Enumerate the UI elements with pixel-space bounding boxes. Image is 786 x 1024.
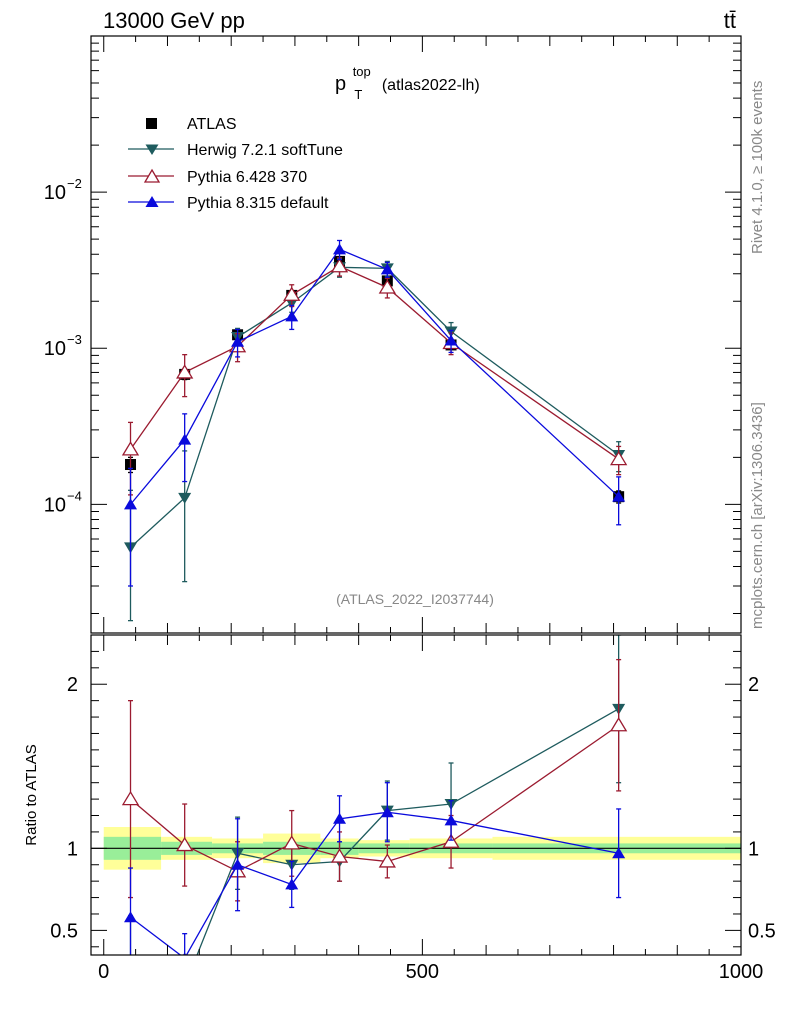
legend-entry-atlas: ATLAS [146,116,237,133]
series-line-ratio-0 [196,708,619,955]
title-suffix: (atlas2022-lh) [382,77,480,94]
series-2-error-main-1 [182,413,188,483]
series-1-point-main-0 [121,441,140,456]
series-2-error-ratio-1 [182,933,188,955]
series-2-error-main-0 [128,467,134,587]
series-0-error-ratio-1 [182,966,187,1005]
y-tick-label-main-1: 10 [44,338,66,360]
y-tick-label-ratio-left-0: 2 [67,674,78,696]
series-0-point-ratio-0 [124,960,137,971]
process-label: tt̄ [724,8,736,33]
y-tick-label-ratio-right-0: 2 [748,674,759,696]
series-2-point-ratio-4 [333,812,347,824]
series-2-point-main-7 [612,490,626,502]
legend-entry-pythia8: Pythia 8.315 default [128,195,329,212]
main-frame [90,35,742,634]
y-tick-exponent-main-1: −3 [67,332,82,347]
series-1-point-ratio-6 [442,833,460,848]
y-tick-label-main-0: 10 [44,182,66,204]
series-2-point-main-2 [231,335,245,347]
series-2-point-ratio-6 [444,814,458,826]
series-1-point-ratio-4 [330,848,349,863]
title-subscript: T [354,87,362,102]
series-2-point-ratio-1 [183,952,187,955]
series-1-point-ratio-0 [121,790,140,806]
legend-marker-triangle-down [145,144,159,155]
series-1-point-ratio-3 [283,835,301,850]
series-line-main-1 [129,265,620,460]
legend-entry-herwig: Herwig 7.2.1 softTune [128,142,343,159]
energy-label: 13000 GeV pp [103,8,245,33]
legend-entry-pythia6: Pythia 6.428 370 [128,168,307,186]
analysis-watermark: (ATLAS_2022_I2037744) [336,591,494,607]
series-2-point-ratio-5 [380,806,394,818]
title-superscript: top [353,64,371,79]
series-1-point-main-5 [378,279,396,294]
legend-label-atlas: ATLAS [187,116,237,133]
ratio-plot-area [121,635,628,1005]
series-2-point-main-4 [333,243,347,255]
series-0-point-ratio-1 [178,981,191,992]
y-tick-exponent-main-0: −2 [67,176,82,191]
y-tick-label-ratio-right-1: 1 [748,838,759,860]
y-tick-label-ratio-left-2: 0.5 [50,920,78,942]
series-2-point-ratio-3 [285,878,299,890]
legend-label-pythia8: Pythia 8.315 default [187,195,329,212]
x-tick-label-1000: 1000 [719,961,764,983]
y-tick-exponent-main-2: −4 [67,488,82,503]
series-line-main-2 [130,248,620,505]
mcplots-label: mcplots.cern.ch [arXiv:1306.3436] [749,402,766,629]
ratio-axis-label: Ratio to ATLAS [23,744,40,845]
series-2-point-main-1 [178,433,192,445]
series-1-point-main-1 [176,364,194,379]
title-main: p [335,73,346,95]
series-line-ratio-1 [130,724,620,873]
series-2-point-main-5 [380,263,394,275]
series-1-point-ratio-7 [609,716,628,732]
series-line-ratio-2 [130,811,619,955]
series-1-point-main-4 [330,258,349,273]
x-tick-label-500: 500 [406,961,439,983]
series-1-point-main-3 [283,286,301,301]
legend-label-herwig: Herwig 7.2.1 softTune [187,142,343,159]
y-tick-label-ratio-left-1: 1 [67,838,78,860]
series-2-point-main-3 [285,310,299,322]
rivet-version-label: Rivet 4.1.0, ≥ 100k events [749,81,766,254]
legend-marker-square [146,118,157,129]
series-0-point-main-1 [178,492,192,504]
legend-label-pythia6: Pythia 6.428 370 [187,169,307,186]
series-2-point-ratio-7 [612,847,626,859]
series-2-point-ratio-0 [124,911,138,923]
series-1-point-ratio-1 [176,836,194,852]
y-tick-label-main-2: 10 [44,494,66,516]
series-2-point-main-0 [124,498,138,510]
series-1-point-main-7 [609,450,628,466]
series-1-point-ratio-5 [378,853,396,868]
main-plot-area [121,239,628,622]
legend: ATLAS Herwig 7.2.1 softTune Pythia 6.428… [128,116,343,212]
series-line-main-0 [130,266,620,548]
plot-title: p top T (atlas2022-lh) [335,59,480,104]
y-tick-label-ratio-right-2: 0.5 [748,920,776,942]
ratio-frame [90,634,742,956]
legend-marker-triangle-up [145,196,159,207]
legend-marker-triangle-up-open [143,168,161,183]
series-2-point-ratio-2 [231,858,245,870]
series-2-point-main-6 [444,334,458,346]
x-tick-label-0: 0 [98,961,109,983]
